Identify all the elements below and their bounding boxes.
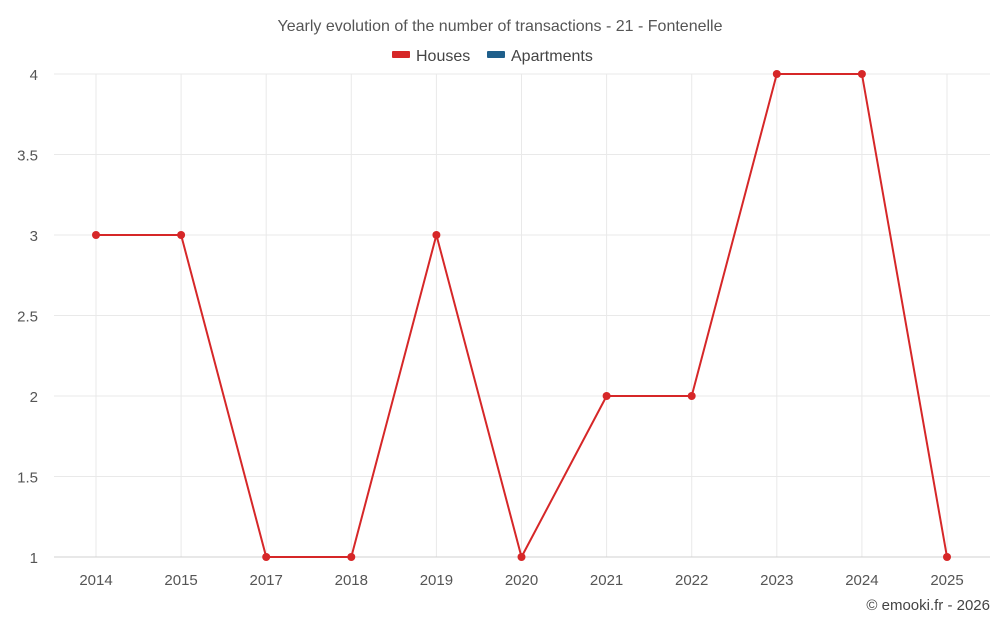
legend-label-apartments: Apartments xyxy=(511,48,593,65)
legend-item-houses[interactable]: Houses xyxy=(392,48,470,65)
x-tick-label: 2017 xyxy=(250,572,283,589)
data-point-houses[interactable] xyxy=(262,553,271,561)
legend-item-apartments[interactable]: Apartments xyxy=(487,48,593,65)
x-axis-ticks: 2014 2015 2017 2018 2019 2020 2021 2022 2023 2024… xyxy=(79,572,963,589)
y-tick-label: 2.5 xyxy=(17,309,38,326)
credit-text: © emooki.fr - 2026 xyxy=(866,597,990,614)
data-point-houses[interactable] xyxy=(517,553,526,561)
y-tick-label: 4 xyxy=(30,67,38,84)
y-tick-label: 3.5 xyxy=(17,148,38,165)
data-point-houses[interactable] xyxy=(687,392,696,400)
x-tick-label: 2022 xyxy=(675,572,708,589)
y-tick-label: 1 xyxy=(30,550,38,567)
data-point-houses[interactable] xyxy=(347,553,356,561)
x-tick-label: 2019 xyxy=(420,572,453,589)
series xyxy=(92,70,951,561)
x-tick-label: 2024 xyxy=(845,572,878,589)
y-axis-ticks: 1 1.5 2 2.5 3 3.5 4 xyxy=(17,67,38,567)
grid xyxy=(54,73,990,557)
y-tick-label: 2 xyxy=(30,389,38,406)
data-point-houses[interactable] xyxy=(943,553,951,561)
x-tick-label: 2015 xyxy=(164,572,197,589)
x-tick-label: 2018 xyxy=(335,572,368,589)
data-point-houses[interactable] xyxy=(772,70,781,78)
data-point-houses[interactable] xyxy=(432,231,441,239)
data-point-houses[interactable] xyxy=(177,231,186,239)
legend-swatch-houses xyxy=(392,51,410,58)
data-point-houses[interactable] xyxy=(857,70,866,78)
data-point-houses[interactable] xyxy=(602,392,611,400)
legend: Houses Apartments xyxy=(392,48,593,65)
x-tick-label: 2023 xyxy=(760,572,793,589)
x-tick-label: 2025 xyxy=(930,572,963,589)
y-tick-label: 3 xyxy=(30,228,38,245)
legend-swatch-apartments xyxy=(487,51,505,58)
legend-label-houses: Houses xyxy=(416,48,470,65)
data-point-houses[interactable] xyxy=(92,231,100,239)
x-tick-label: 2021 xyxy=(590,572,623,589)
x-tick-label: 2014 xyxy=(79,572,112,589)
x-tick-label: 2020 xyxy=(505,572,538,589)
y-tick-label: 1.5 xyxy=(17,470,38,487)
chart-title: Yearly evolution of the number of transa… xyxy=(278,18,723,35)
